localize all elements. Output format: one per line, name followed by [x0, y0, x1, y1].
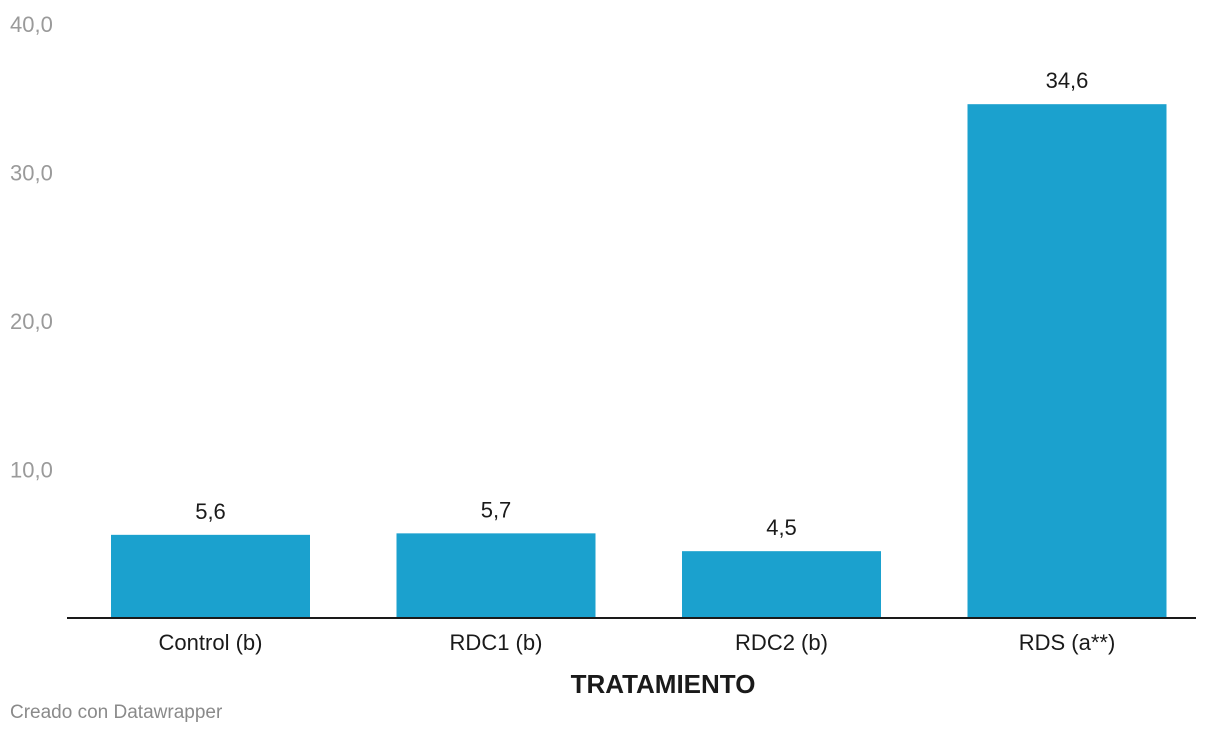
bar [682, 551, 881, 618]
bar [396, 533, 596, 618]
bar [967, 104, 1167, 618]
bar-value-label: 34,6 [1046, 68, 1089, 93]
footer-credit: Creado con Datawrapper [10, 702, 223, 723]
value-labels: 5,6 5,7 4,5 34,6 [195, 68, 1088, 540]
y-tick-label: 20,0 [10, 309, 53, 334]
y-tick-label: 30,0 [10, 161, 53, 186]
bar [111, 534, 310, 618]
x-category-label: RDS (a**) [1019, 630, 1116, 655]
x-category-label: RDC1 (b) [450, 630, 543, 655]
y-tick-label: 10,0 [10, 458, 53, 483]
bar-value-label: 5,6 [195, 499, 226, 524]
x-category-label: RDC2 (b) [735, 630, 828, 655]
bar-value-label: 4,5 [766, 515, 797, 540]
bar-value-label: 5,7 [481, 497, 512, 522]
bars [111, 104, 1167, 618]
x-category-label: Control (b) [159, 630, 263, 655]
x-axis-title: TRATAMIENTO [571, 669, 756, 699]
y-tick-label: 40,0 [10, 12, 53, 37]
y-axis-ticks: 10,0 20,0 30,0 40,0 [10, 12, 53, 483]
x-axis-category-labels: Control (b) RDC1 (b) RDC2 (b) RDS (a**) [159, 630, 1116, 655]
